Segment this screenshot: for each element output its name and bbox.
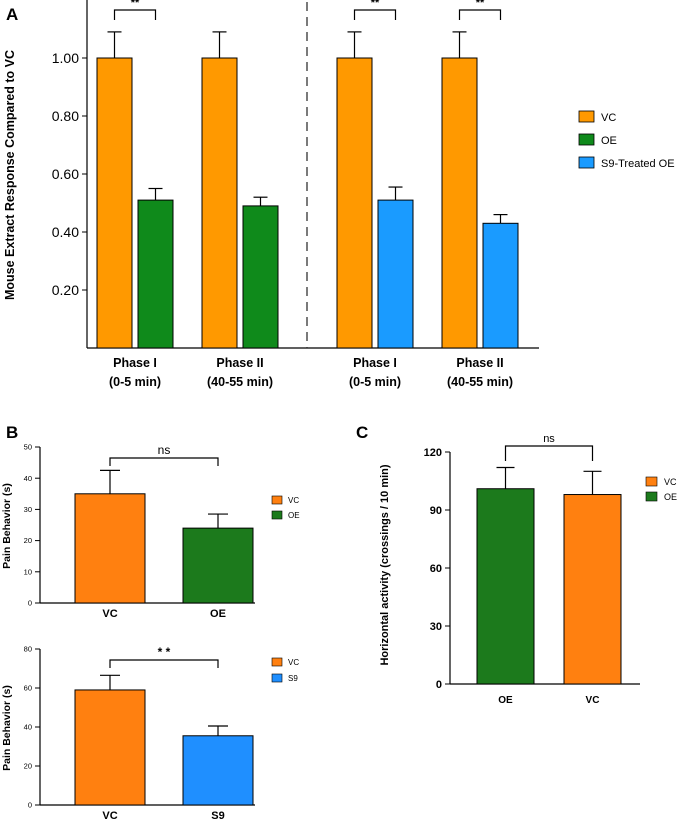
- panel-a-y-label: Mouse Extract Response Compared to VC: [3, 50, 17, 300]
- panel-a-y-tick-label: 0.40: [52, 224, 79, 240]
- panel-b-top-x-label: OE: [210, 608, 226, 620]
- panel-a-letter: A: [6, 5, 18, 24]
- panel-b-top-legend-swatch-vc: [271, 495, 283, 505]
- panel-b-top-bar-vc: [74, 493, 146, 604]
- panel-a-y-tick-label: 0.20: [52, 282, 79, 298]
- panel-a-x-label-line1: Phase II: [216, 356, 263, 370]
- panel-c-significance-bracket-label: ns: [543, 433, 555, 445]
- panel-c-y-tick-label: 30: [430, 621, 442, 633]
- panel-b-top-significance-bracket-label: ns: [158, 443, 171, 457]
- panel-a-bar-s9-treated-oe: [377, 199, 414, 349]
- panel-b-bottom-legend-label-vc: VC: [288, 658, 299, 667]
- legend-swatch-s9-treated-oe: [578, 156, 595, 169]
- panel-a-significance-bracket-label: **: [371, 0, 380, 9]
- panel-c-bar-vc: [563, 494, 622, 685]
- panel-b-bottom-legend-label-s9: S9: [288, 674, 298, 683]
- panel-b-top-significance-bracket: [109, 457, 219, 466]
- panel-a-significance-bracket: [113, 9, 157, 20]
- panel-a-bar-vc: [441, 57, 478, 349]
- panel-a-x-label-line2: (40-55 min): [207, 375, 273, 389]
- panel-b-bottom-x-label: S9: [211, 810, 224, 821]
- panel-a-chart: Mouse Extract Response Compared to VC 0.…: [3, 0, 539, 389]
- panel-b-top-y-label: Pain Behavior (s): [1, 483, 13, 569]
- panel-b-top-legend-swatch-oe: [271, 510, 283, 520]
- panel-b-bottom-legend-swatch-vc: [271, 657, 283, 667]
- panel-b-top-bar-oe: [182, 527, 254, 604]
- panel-c-letter: C: [356, 423, 368, 442]
- panel-b-top-y-tick-label: 10: [24, 567, 32, 576]
- panel-c-x-label: VC: [586, 695, 600, 706]
- panel-c-legend-label-oe: OE: [664, 492, 677, 502]
- panel-c-bar-oe: [476, 488, 535, 685]
- panel-b-bottom-y-tick-label: 80: [24, 645, 32, 654]
- panel-a-y-tick-label: 1.00: [52, 50, 79, 66]
- panel-a-x-label-line1: Phase I: [353, 356, 397, 370]
- panel-b-letter: B: [6, 423, 18, 442]
- panel-b-top-chart: Pain Behavior (s) 0 10 20 30 40 50 ns VC OE VC O…: [1, 443, 300, 620]
- panel-a-bar-oe: [242, 205, 279, 349]
- panel-a-significance-bracket: [353, 9, 397, 20]
- panel-b-top-y-tick-label: 30: [24, 505, 32, 514]
- panel-a-bar-s9-treated-oe: [482, 222, 519, 349]
- panel-b-top-y-tick-label: 0: [28, 599, 32, 608]
- panel-c-x-label: OE: [498, 695, 513, 706]
- panel-b-bottom-y-tick-label: 60: [24, 684, 32, 693]
- panel-b-top-y-tick-label: 50: [24, 443, 32, 452]
- panel-b-top-legend-label-oe: OE: [288, 511, 300, 520]
- panel-a-significance-bracket: [458, 9, 502, 20]
- panel-b-top-x-label: VC: [102, 608, 117, 620]
- panel-c-y-label: Horizontal activity (crossings / 10 min): [379, 464, 391, 665]
- panel-b-bottom-legend-swatch-s9: [271, 673, 283, 683]
- panel-b-bottom-bar-s9: [182, 735, 254, 806]
- panel-a-bar-vc: [201, 57, 238, 349]
- panel-a-x-label-line2: (0-5 min): [349, 375, 401, 389]
- panel-b-top-legend-label-vc: VC: [288, 496, 299, 505]
- panel-a-x-label-line1: Phase II: [456, 356, 503, 370]
- panel-b-bottom-x-label: VC: [102, 810, 117, 821]
- legend-swatch-vc: [578, 110, 595, 123]
- panel-a-y-tick-label: 0.60: [52, 166, 79, 182]
- legend-label-s9-treated-oe: S9-Treated OE: [601, 158, 675, 170]
- panel-b-bottom-y-tick-label: 40: [24, 723, 32, 732]
- panel-c-y-tick-label: 120: [424, 447, 442, 459]
- panel-a-y-tick-label: 0.80: [52, 108, 79, 124]
- panel-b-bottom-y-tick-label: 0: [28, 801, 32, 810]
- panel-b-top-y-tick-label: 20: [24, 536, 32, 545]
- panel-b-top-y-tick-label: 40: [24, 474, 32, 483]
- panel-b-bottom-significance-bracket: [109, 659, 219, 668]
- panel-c-legend-label-vc: VC: [664, 477, 677, 487]
- panel-a-x-label-line1: Phase I: [113, 356, 157, 370]
- panel-a-significance-bracket-label: **: [476, 0, 485, 9]
- panel-a-bar-vc: [96, 57, 133, 349]
- panel-c-legend-swatch-oe: [645, 491, 658, 502]
- panel-c-legend-swatch-vc: [645, 476, 658, 487]
- panel-c-y-tick-label: 60: [430, 563, 442, 575]
- panel-a-significance-bracket-label: **: [131, 0, 140, 9]
- panel-b-bottom-y-label: Pain Behavior (s): [1, 685, 13, 771]
- panel-a-bar-oe: [137, 199, 174, 349]
- panel-c-significance-bracket: [504, 445, 594, 461]
- panel-a-x-label-line2: (0-5 min): [109, 375, 161, 389]
- panel-c-y-tick-label: 90: [430, 505, 442, 517]
- panel-b-bottom-significance-bracket-label: * *: [158, 645, 171, 659]
- legend-label-oe: OE: [601, 135, 617, 147]
- legend-label-vc: VC: [601, 112, 616, 124]
- panel-b-bottom-y-tick-label: 20: [24, 762, 32, 771]
- legend-swatch-oe: [578, 133, 595, 146]
- panel-a-bar-vc: [336, 57, 373, 349]
- panel-a-x-label-line2: (40-55 min): [447, 375, 513, 389]
- panel-c-chart: Horizontal activity (crossings / 10 min)…: [379, 433, 677, 706]
- panel-b-bottom-bar-vc: [74, 689, 146, 806]
- panel-c-y-tick-label: 0: [436, 679, 442, 691]
- panel-a-legend: VC OE S9-Treated OE: [578, 110, 675, 170]
- panel-b-bottom-chart: Pain Behavior (s) 0 20 40 60 80 * * VC S9 VC S9: [1, 645, 299, 821]
